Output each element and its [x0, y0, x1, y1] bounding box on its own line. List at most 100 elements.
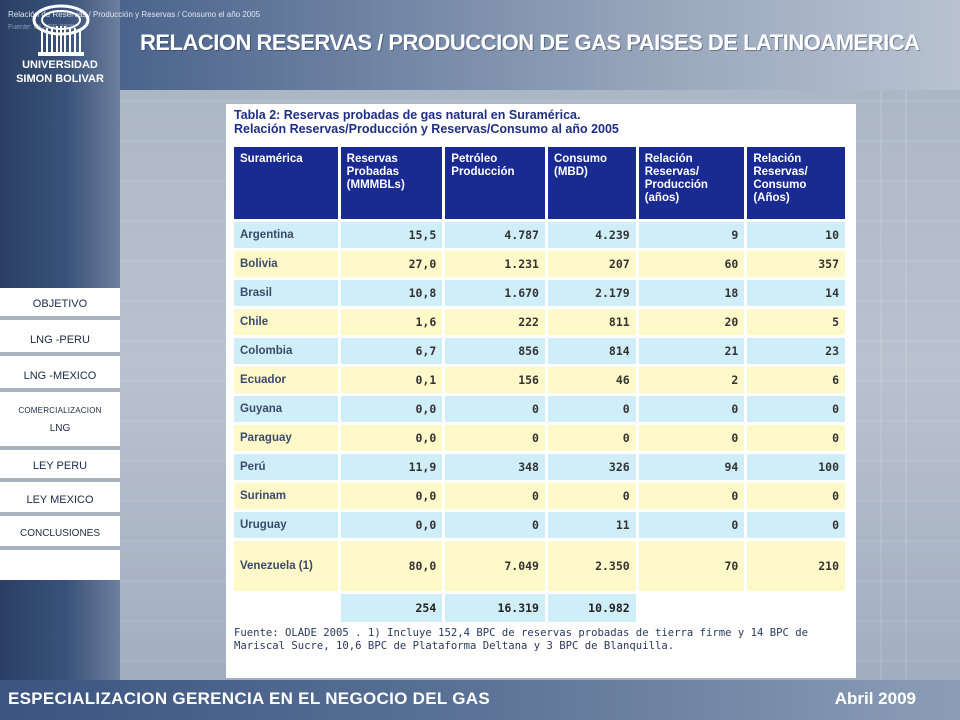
value-cell: 357 [747, 251, 845, 277]
total-cell: 254 [340, 594, 443, 622]
value-cell: 9 [638, 222, 745, 248]
value-cell: 15,5 [340, 222, 443, 248]
value-cell: 811 [547, 309, 636, 335]
country-cell: Argentina [234, 222, 338, 248]
value-cell: 0 [747, 512, 845, 538]
value-cell: 0,0 [340, 512, 443, 538]
value-cell: 0 [638, 396, 745, 422]
value-cell: 0 [638, 483, 745, 509]
university-name: UNIVERSIDAD SIMON BOLIVAR [0, 58, 120, 86]
value-cell: 27,0 [340, 251, 443, 277]
university-name-line1: UNIVERSIDAD [22, 59, 98, 71]
nav-ley-mexico[interactable]: LEY MEXICO [0, 486, 120, 516]
country-cell: Uruguay [234, 512, 338, 538]
nav-lng-peru[interactable]: LNG -PERU [0, 326, 120, 356]
value-cell: 0,0 [340, 425, 443, 451]
totals-blank-cell [747, 594, 845, 622]
value-cell: 0 [747, 483, 845, 509]
value-cell: 4.787 [445, 222, 545, 248]
value-cell: 21 [638, 338, 745, 364]
table-row: Uruguay 0,0 0 11 0 0 [234, 512, 845, 538]
value-cell: 10 [747, 222, 845, 248]
value-cell: 23 [747, 338, 845, 364]
country-cell: Brasil [234, 280, 338, 306]
nav-ley-mexico-label: LEY MEXICO [26, 494, 94, 506]
country-cell: Chile [234, 309, 338, 335]
value-cell: 11 [547, 512, 636, 538]
value-cell: 11,9 [340, 454, 443, 480]
value-cell: 814 [547, 338, 636, 364]
table-footnote: Fuente: OLADE 2005 . 1) Incluye 152,4 BP… [234, 627, 809, 652]
country-cell: Paraguay [234, 425, 338, 451]
table-row: Surinam 0,0 0 0 0 0 [234, 483, 845, 509]
value-cell: 1.231 [445, 251, 545, 277]
value-cell: 100 [747, 454, 845, 480]
page-title: RELACION RESERVAS / PRODUCCION DE GAS PA… [140, 30, 920, 55]
value-cell: 6,7 [340, 338, 443, 364]
table-body: Argentina 15,5 4.787 4.239 9 10 Bolivia 27,0 1.2… [234, 222, 845, 622]
col-header-reserves: Reservas Probadas (MMMBLs) [340, 147, 443, 219]
source-ghost-text: Fuente: OLADE 2005 [8, 24, 75, 31]
country-cell: Guyana [234, 396, 338, 422]
footer-date: Abril 2009 [834, 689, 916, 708]
value-cell: 4.239 [547, 222, 636, 248]
nav-ley-peru-label: LEY PERU [32, 460, 88, 472]
value-cell: 0 [445, 396, 545, 422]
value-cell: 0 [547, 396, 636, 422]
nav-lng-peru-label: LNG -PERU [30, 334, 90, 346]
col-header-production: Petróleo Producción [445, 147, 545, 219]
value-cell: 5 [747, 309, 845, 335]
value-cell: 10,8 [340, 280, 443, 306]
value-cell: 348 [445, 454, 545, 480]
table-row: Chile 1,6 222 811 20 5 [234, 309, 845, 335]
nav-ley-peru[interactable]: LEY PERU [0, 452, 120, 482]
nav-lng-mexico-label: LNG -MEXICO [23, 370, 97, 382]
table-caption-line2: Relación Reservas/Producción y Reservas/… [234, 122, 619, 136]
col-header-country: Suramérica [234, 147, 338, 219]
value-cell: 856 [445, 338, 545, 364]
total-cell: 16.319 [445, 594, 545, 622]
value-cell: 210 [747, 541, 845, 591]
nav-objetivo-label: OBJETIVO [32, 298, 88, 310]
total-cell: 10.982 [547, 594, 636, 622]
nav-conclusiones[interactable]: CONCLUSIONES [0, 520, 120, 550]
value-cell: 20 [638, 309, 745, 335]
value-cell: 46 [547, 367, 636, 393]
nav-lng-mexico[interactable]: LNG -MEXICO [0, 362, 120, 392]
value-cell: 6 [747, 367, 845, 393]
table-row: Paraguay 0,0 0 0 0 0 [234, 425, 845, 451]
country-cell: Surinam [234, 483, 338, 509]
nav-conclusiones-label: CONCLUSIONES [19, 528, 100, 539]
table-caption-line1: Tabla 2: Reservas probadas de gas natura… [234, 108, 581, 122]
country-cell: Ecuador [234, 367, 338, 393]
value-cell: 326 [547, 454, 636, 480]
table-row: Bolivia 27,0 1.231 207 60 357 [234, 251, 845, 277]
value-cell: 18 [638, 280, 745, 306]
value-cell: 2.179 [547, 280, 636, 306]
value-cell: 0 [747, 425, 845, 451]
value-cell: 80,0 [340, 541, 443, 591]
table-caption: Tabla 2: Reservas probadas de gas natura… [234, 108, 848, 136]
table-panel: Tabla 2: Reservas probadas de gas natura… [226, 104, 856, 678]
table-row: Brasil 10,8 1.670 2.179 18 14 [234, 280, 845, 306]
country-cell: Venezuela (1) [234, 541, 338, 591]
nav-lng-label: LNG [49, 423, 71, 434]
value-cell: 207 [547, 251, 636, 277]
country-cell: Bolivia [234, 251, 338, 277]
header-bar [0, 0, 960, 90]
totals-blank-cell [234, 594, 338, 622]
value-cell: 156 [445, 367, 545, 393]
nav-objetivo[interactable]: OBJETIVO [0, 290, 120, 320]
footer-program-title: ESPECIALIZACION GERENCIA EN EL NEGOCIO D… [8, 689, 490, 708]
value-cell: 0,0 [340, 483, 443, 509]
value-cell: 222 [445, 309, 545, 335]
value-cell: 2 [638, 367, 745, 393]
nav-comercializacion-lng[interactable]: COMERCIALIZACION LNG [0, 398, 120, 450]
value-cell: 0,0 [340, 396, 443, 422]
footer-bar: ESPECIALIZACION GERENCIA EN EL NEGOCIO D… [0, 680, 960, 720]
table-row: Venezuela (1) 80,0 7.049 2.350 70 210 [234, 541, 845, 591]
reserves-table: Suramérica Reservas Probadas (MMMBLs) Pe… [231, 144, 848, 625]
country-cell: Perú [234, 454, 338, 480]
table-row: Perú 11,9 348 326 94 100 [234, 454, 845, 480]
breadcrumb: Relación de Reservas / Producción y Rese… [8, 10, 261, 19]
